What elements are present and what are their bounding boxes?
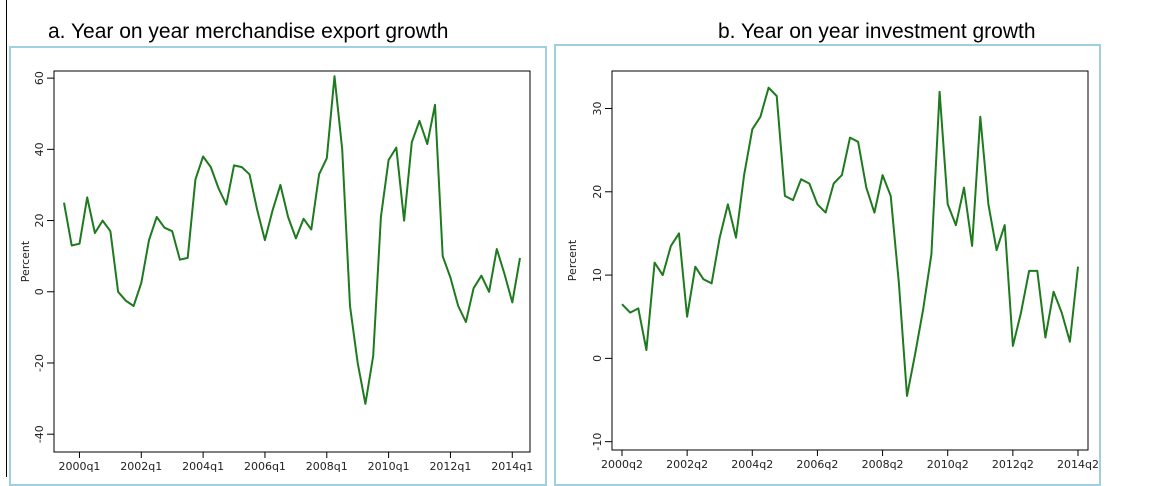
y-tick-label-a-1: -20: [33, 354, 46, 372]
y-tick-label-b-1: 0: [591, 355, 604, 362]
panel-a-title: a. Year on year merchandise export growt…: [48, 20, 449, 43]
panel-b-title: b. Year on year investment growth: [718, 20, 1036, 43]
plot-area-b: [611, 70, 1089, 451]
x-tick-label-b-1: 2002q2: [666, 458, 708, 471]
y-tick-label-a-4: 40: [33, 142, 46, 156]
series-line-b-0: [621, 86, 1079, 397]
x-tick-label-b-0: 2000q2: [601, 458, 643, 471]
y-tick-label-b-0: -10: [591, 433, 604, 451]
x-tick-label-b-5: 2010q2: [927, 458, 969, 471]
x-tick-label-a-7: 2014q1: [491, 460, 533, 473]
x-tick-label-b-6: 2012q2: [992, 458, 1034, 471]
x-tick-label-a-5: 2010q1: [368, 460, 410, 473]
panel-a-chart: -40 -20 0 20 40 60 Percent 2000q1 2002q1 2004q1 20…: [19, 70, 533, 473]
y-tick-label-b-2: 10: [591, 268, 604, 282]
x-tick-label-a-1: 2002q1: [120, 460, 162, 473]
y-tick-label-a-3: 20: [33, 214, 46, 228]
x-tick-label-b-7: 2014q2: [1057, 458, 1099, 471]
left-border-rule: [6, 0, 7, 477]
x-tick-label-a-2: 2004q1: [182, 460, 224, 473]
y-tick-label-b-4: 30: [591, 101, 604, 115]
y-tick-label-a-5: 60: [33, 71, 46, 85]
y-axis-label-b: Percent: [566, 239, 579, 281]
x-tick-label-a-4: 2008q1: [306, 460, 348, 473]
x-tick-label-a-6: 2012q1: [429, 460, 471, 473]
x-tick-label-b-4: 2008q2: [862, 458, 904, 471]
plot-area-a: [53, 70, 531, 453]
y-tick-label-a-0: -40: [33, 425, 46, 443]
x-tick-label-b-3: 2006q2: [796, 458, 838, 471]
series-line-a-0: [63, 75, 521, 405]
panel-b-chart: -10 0 10 20 30 Percent 2000q2 2002q2 2004q2 2006q…: [566, 70, 1099, 471]
y-axis-label-a: Percent: [19, 240, 32, 282]
y-tick-label-b-3: 20: [591, 185, 604, 199]
x-tick-label-b-2: 2004q2: [731, 458, 773, 471]
y-tick-label-a-2: 0: [33, 288, 46, 295]
x-tick-label-a-3: 2006q1: [244, 460, 286, 473]
x-tick-label-a-0: 2000q1: [58, 460, 100, 473]
panel-b-frame: -10 0 10 20 30 Percent 2000q2 2002q2 2004q2 2006q…: [554, 44, 1101, 486]
panel-a-frame: -40 -20 0 20 40 60 Percent 2000q1 2002q1 2004q1 20…: [9, 46, 547, 486]
